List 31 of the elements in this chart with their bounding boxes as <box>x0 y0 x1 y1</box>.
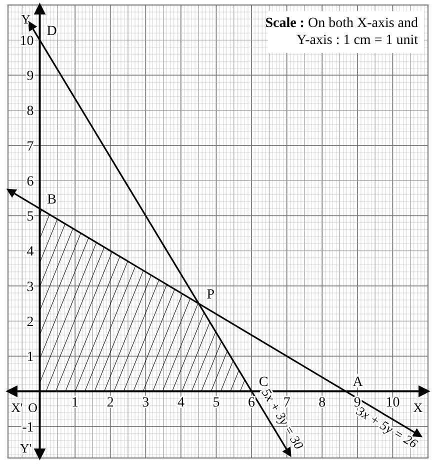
annotation: A <box>352 375 364 390</box>
annotation: P <box>206 287 215 302</box>
x-tick-label: 7 <box>283 395 290 410</box>
annotation: C <box>258 375 268 390</box>
annotation: Scale : On both X-axis and Y-axis : 1 cm = 1 unit <box>265 16 418 48</box>
y-tick-label: 3 <box>26 280 34 295</box>
x-tick-label: 6 <box>248 395 256 410</box>
x-tick-label: 4 <box>177 395 184 410</box>
annotation: Y <box>21 12 32 27</box>
y-tick-label: 5 <box>26 210 34 225</box>
annotation: B <box>47 192 56 208</box>
y-tick-label: 1 <box>26 350 34 366</box>
x-tick-label: 1 <box>72 395 79 410</box>
y-tick-label: 8 <box>26 104 34 120</box>
x-tick-label: 8 <box>318 395 326 410</box>
annotation: Y' <box>20 440 32 456</box>
y-tick-label: -1 <box>22 420 34 436</box>
y-tick-label: 7 <box>26 139 34 154</box>
x-tick-label: 2 <box>106 395 114 410</box>
y-tick-label: 10 <box>20 34 34 50</box>
y-tick-label: 4 <box>26 244 34 260</box>
annotation: D <box>46 24 57 40</box>
annotation: O <box>28 400 38 415</box>
x-tick-label: 10 <box>386 395 400 410</box>
x-tick-label: 5 <box>212 395 220 410</box>
y-tick-label: 9 <box>26 69 34 84</box>
y-tick-label: 2 <box>26 314 34 330</box>
annotation: X' <box>11 400 23 415</box>
y-tick-label: 6 <box>26 174 34 190</box>
x-tick-label: 3 <box>142 395 150 410</box>
annotation: X <box>413 400 424 415</box>
